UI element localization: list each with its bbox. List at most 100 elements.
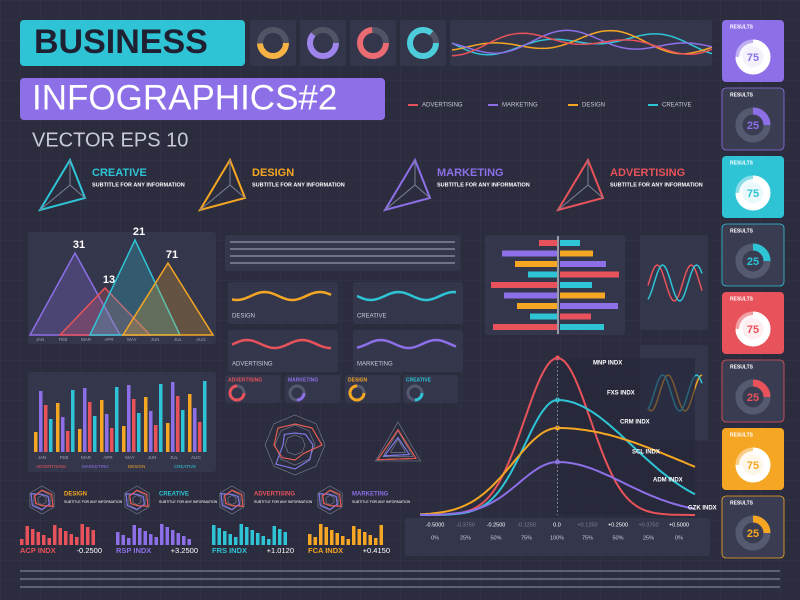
icon-ring-track [257, 27, 289, 59]
index-bar [160, 524, 164, 545]
vbar [122, 426, 126, 452]
index-bar [116, 532, 120, 545]
radar-title: MARKETING [352, 492, 389, 498]
index-bar [234, 537, 238, 545]
index-name: FCA INDX [308, 546, 343, 555]
index-bar [352, 526, 356, 545]
category-name: CREATIVE [92, 167, 147, 179]
result-ring [735, 447, 771, 483]
month-label: JAN [36, 337, 45, 342]
panel [640, 235, 708, 330]
bell-label: CRM INDX [620, 420, 650, 426]
result-value: 75 [747, 188, 759, 200]
index-bar [223, 531, 227, 545]
index-bar [20, 539, 24, 545]
index-bar [341, 536, 345, 545]
month-label: JUL [174, 337, 182, 342]
index-bar [368, 535, 372, 545]
bell-tick: +0.1250 [577, 522, 597, 528]
index-bar [239, 524, 243, 545]
index-value: +1.0120 [267, 546, 294, 555]
footer-text-line [20, 586, 780, 588]
index-bar [121, 535, 125, 545]
hbar [517, 303, 557, 309]
index-bar [154, 537, 158, 545]
vbar [149, 411, 153, 452]
radar-grid [29, 485, 55, 515]
result-value: 25 [747, 256, 759, 268]
category-icon-lines [199, 160, 246, 211]
panel [228, 282, 338, 324]
radar-grid [284, 434, 306, 456]
month-label: JUL [170, 455, 178, 460]
radar-grid [374, 421, 422, 462]
result-card [721, 359, 785, 423]
legend-label: DESIGN [128, 464, 145, 469]
panel [345, 375, 400, 403]
radar-subtitle: SUBTITLE FOR ANY INFORMATION [254, 500, 313, 504]
radar-shape [275, 432, 314, 470]
vbar [171, 382, 175, 452]
vbar [198, 422, 202, 452]
text-line [230, 255, 455, 257]
index-bar [319, 524, 323, 545]
index-bar [42, 535, 46, 545]
panel [285, 375, 340, 403]
radar-title: ADVERTISING [254, 492, 295, 498]
bell-percent: 0% [675, 535, 683, 541]
hbar [560, 271, 619, 278]
radar-grid [325, 494, 335, 506]
index-name: FRS INDX [212, 546, 247, 555]
radar-subtitle: SUBTITLE FOR ANY INFORMATION [352, 500, 411, 504]
bell-percent: 25% [643, 535, 654, 541]
radar-title: DESIGN [64, 492, 87, 498]
index-name: ACP INDX [20, 546, 56, 555]
footer-text-line [20, 578, 780, 580]
radar-subtitle: SUBTITLE FOR ANY INFORMATION [159, 500, 218, 504]
index-value: +3.2500 [171, 546, 198, 555]
month-label: JUN [151, 337, 160, 342]
hbar [530, 313, 557, 320]
index-bar [69, 534, 73, 545]
peak [121, 261, 215, 336]
result-ring [735, 311, 771, 347]
mini-wave-label: CREATIVE [357, 314, 387, 320]
mini-wave [356, 290, 457, 302]
wave [451, 33, 713, 56]
vbar [132, 399, 136, 452]
subtitle: INFOGRAPHICS#2 [32, 78, 337, 117]
result-ring [735, 379, 771, 415]
bell-percent: 75% [521, 535, 532, 541]
icon-ring [307, 27, 339, 59]
radar-shape [125, 493, 145, 511]
result-ring [735, 175, 771, 211]
radar-grid [389, 438, 407, 453]
hbar [560, 261, 606, 267]
category-icon [197, 157, 247, 212]
vbar [137, 413, 141, 452]
vbar [159, 384, 163, 452]
index-bar [267, 539, 271, 545]
bell-tick: -0.2500 [487, 522, 506, 528]
index-bar [379, 525, 383, 545]
month-label: APR [103, 455, 113, 460]
category-icon [382, 157, 432, 212]
result-card [721, 87, 785, 151]
bell-label: GZK INDX [688, 506, 717, 512]
vbar [78, 429, 82, 452]
ring [288, 384, 306, 402]
bell-label: FXS INDX [607, 391, 635, 397]
result-value: 75 [747, 52, 759, 64]
vbar [127, 385, 131, 452]
category-icon [555, 157, 605, 212]
subtitle-box [20, 78, 385, 120]
panel [403, 375, 458, 403]
vbar [176, 396, 180, 452]
panel [353, 282, 463, 324]
category-subtitle: SUBTITLE FOR ANY INFORMATION [252, 182, 345, 188]
result-label: RESULTS [730, 500, 754, 506]
vbar [105, 414, 109, 452]
ring [348, 384, 366, 402]
index-bar [171, 530, 175, 545]
hbar [560, 324, 604, 330]
